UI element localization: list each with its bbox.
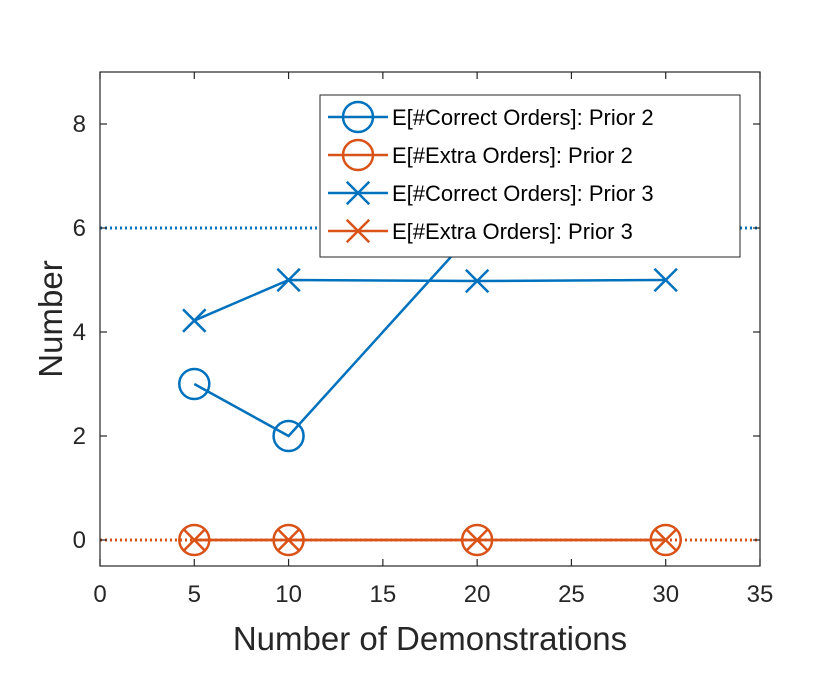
data-point-0-1 bbox=[272, 419, 305, 453]
legend-box bbox=[319, 94, 741, 258]
legend: E[#Correct Orders]: Prior 2 E[#Extra Orde… bbox=[319, 94, 741, 258]
legend-label-3: E[#Extra Orders]: Prior 3 bbox=[392, 219, 633, 244]
series-layer bbox=[178, 211, 682, 557]
y-tick-label: 4 bbox=[73, 319, 86, 346]
x-tick-label: 10 bbox=[275, 581, 302, 608]
legend-swatch-marker-2 bbox=[345, 180, 371, 206]
y-tick-label: 2 bbox=[73, 423, 86, 450]
y-tick-label: 8 bbox=[73, 111, 86, 138]
series-3 bbox=[182, 527, 678, 553]
axis-ticks: 0 5 10 15 20 25 30 35 0 2 4 6 8 bbox=[73, 72, 774, 608]
legend-swatch-marker-3 bbox=[345, 218, 371, 244]
y-tick-label: 0 bbox=[73, 527, 86, 554]
plot-area-frame bbox=[99, 71, 761, 567]
data-point-3-0 bbox=[182, 527, 207, 553]
x-tick-label: 0 bbox=[93, 581, 106, 608]
x-tick-label: 25 bbox=[558, 581, 585, 608]
x-tick-label: 5 bbox=[188, 581, 201, 608]
data-point-2-1 bbox=[276, 267, 301, 293]
data-point-3-3 bbox=[653, 527, 678, 553]
data-point-3-1 bbox=[276, 527, 301, 553]
data-point-3-2 bbox=[465, 527, 490, 553]
data-point-2-0 bbox=[182, 308, 207, 333]
legend-label-2: E[#Correct Orders]: Prior 3 bbox=[392, 181, 654, 206]
legend-swatch-marker-0 bbox=[341, 100, 375, 134]
legend-label-0: E[#Correct Orders]: Prior 2 bbox=[392, 105, 654, 130]
x-tick-label: 30 bbox=[652, 581, 679, 608]
data-point-2-3 bbox=[653, 267, 678, 293]
x-tick-label: 35 bbox=[747, 581, 774, 608]
y-axis-label: Number bbox=[32, 260, 69, 377]
data-point-0-0 bbox=[178, 367, 211, 401]
series-2 bbox=[182, 267, 678, 333]
legend-swatch-marker-1 bbox=[341, 138, 375, 172]
legend-label-1: E[#Extra Orders]: Prior 2 bbox=[392, 143, 633, 168]
x-tick-label: 15 bbox=[370, 581, 397, 608]
y-tick-label: 6 bbox=[73, 215, 86, 242]
x-tick-label: 20 bbox=[464, 581, 491, 608]
x-axis-label: Number of Demonstrations bbox=[233, 620, 627, 657]
series-line-2 bbox=[193, 278, 666, 322]
series-line-0 bbox=[193, 226, 666, 438]
data-point-2-2 bbox=[465, 268, 490, 294]
